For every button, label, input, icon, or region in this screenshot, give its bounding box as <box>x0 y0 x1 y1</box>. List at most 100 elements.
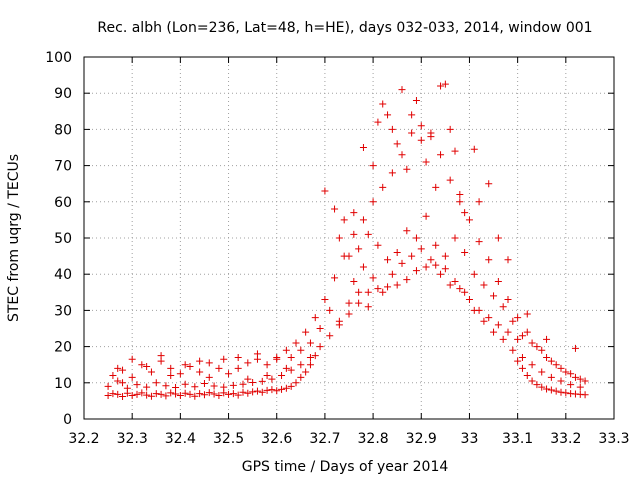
data-point <box>417 136 425 144</box>
data-point <box>446 125 454 133</box>
data-point <box>441 80 449 88</box>
data-point <box>485 314 493 322</box>
data-point <box>147 392 155 400</box>
chart-title: Rec. albh (Lon=236, Lat=48, h=HE), days … <box>97 20 592 36</box>
data-point <box>547 386 555 394</box>
data-point <box>143 363 151 371</box>
data-point <box>249 388 257 396</box>
data-point <box>282 364 290 372</box>
data-point <box>494 234 502 242</box>
data-point <box>191 392 199 400</box>
data-point <box>461 248 469 256</box>
y-tick-label: 0 <box>63 412 72 428</box>
data-point <box>225 370 233 378</box>
data-point <box>215 364 223 372</box>
data-point <box>369 274 377 282</box>
data-point <box>528 339 536 347</box>
data-point <box>229 381 237 389</box>
data-point <box>461 288 469 296</box>
data-point <box>514 357 522 365</box>
x-axis-label: GPS time / Days of year 2014 <box>242 459 449 475</box>
data-point <box>480 281 488 289</box>
data-point <box>119 366 127 374</box>
data-point <box>446 281 454 289</box>
data-point <box>504 328 512 336</box>
data-point <box>104 382 112 390</box>
data-point <box>427 256 435 264</box>
data-point <box>518 332 526 340</box>
data-point <box>388 169 396 177</box>
data-point <box>485 180 493 188</box>
data-point <box>509 346 517 354</box>
data-point <box>157 352 165 360</box>
plot-frame <box>83 56 615 420</box>
data-point <box>205 389 213 397</box>
data-point <box>379 183 387 191</box>
data-point <box>427 129 435 137</box>
data-point <box>268 375 276 383</box>
data-point <box>470 145 478 153</box>
y-axis-label: STEC from uqrg / TECUs <box>6 154 22 322</box>
data-point <box>234 364 242 372</box>
data-point <box>292 379 300 387</box>
data-point <box>571 344 579 352</box>
data-point <box>114 377 122 385</box>
data-point <box>109 372 117 380</box>
data-point <box>258 388 266 396</box>
data-point <box>244 359 252 367</box>
data-point <box>552 387 560 395</box>
data-point <box>437 270 445 278</box>
data-point <box>456 285 464 293</box>
data-point <box>475 306 483 314</box>
data-point <box>364 288 372 296</box>
data-point <box>128 391 136 399</box>
data-point <box>408 111 416 119</box>
data-point <box>557 364 565 372</box>
data-point <box>196 390 204 398</box>
data-point <box>316 325 324 332</box>
data-point <box>340 216 348 224</box>
data-point <box>538 368 546 376</box>
data-point <box>403 227 411 235</box>
data-point <box>176 370 184 378</box>
data-point <box>576 375 584 383</box>
data-point <box>321 187 329 195</box>
y-tick-label: 70 <box>54 159 72 175</box>
x-tick-label: 32.8 <box>358 431 389 447</box>
data-point <box>451 234 459 242</box>
data-point <box>547 357 555 365</box>
data-point <box>205 359 213 367</box>
data-point <box>147 368 155 376</box>
data-point <box>388 270 396 278</box>
data-point <box>302 328 310 336</box>
y-tick-label: 90 <box>54 86 72 102</box>
data-point <box>465 296 473 304</box>
data-point <box>523 328 531 336</box>
data-point <box>369 162 377 170</box>
data-point <box>543 335 551 343</box>
data-point <box>350 230 358 238</box>
data-point <box>528 377 536 385</box>
data-point <box>162 392 170 400</box>
data-point <box>287 382 295 390</box>
data-point <box>355 245 363 253</box>
data-point <box>326 332 334 340</box>
data-point <box>408 252 416 260</box>
y-tick-label: 40 <box>54 267 72 283</box>
data-point <box>172 384 180 392</box>
data-point <box>412 267 420 275</box>
data-point <box>345 310 353 318</box>
data-point <box>220 383 228 391</box>
data-point <box>374 118 382 126</box>
data-point <box>114 390 122 398</box>
data-point <box>196 357 204 365</box>
data-point <box>167 389 175 397</box>
x-tick-labels: 32.2 32.3 32.4 32.5 32.6 32.7 32.8 32.9 33 33.1 33… <box>68 431 629 447</box>
x-tick-label: 33.1 <box>502 431 533 447</box>
data-point <box>451 147 459 155</box>
data-point <box>509 317 517 325</box>
data-point <box>538 383 546 391</box>
data-point <box>543 353 551 361</box>
data-point <box>306 361 314 369</box>
